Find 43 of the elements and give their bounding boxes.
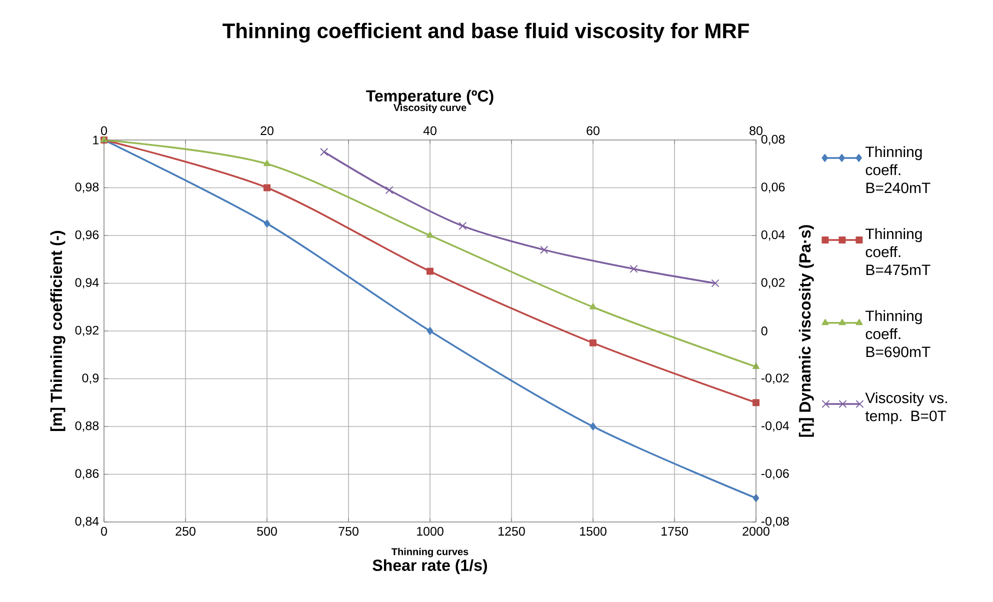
y-tick-label: 0,94: [75, 278, 99, 288]
x2-axis-title: Temperature (ºC): [366, 90, 494, 105]
y-tick-label: 0,98: [75, 182, 99, 193]
x2-tick-label: 80: [750, 126, 762, 136]
x-tick-label: 250: [176, 526, 196, 536]
x2-tick-label: 0: [101, 126, 107, 136]
y-tick-label: 1: [93, 136, 99, 144]
x-tick-label: 2000: [742, 526, 770, 536]
y2-tick-label: 0,08: [761, 134, 785, 146]
y-tick-label: 0,9: [82, 374, 99, 384]
x-tick-label: 0: [101, 526, 107, 536]
x2-tick-label: 20: [260, 126, 274, 136]
x-axis-title: Shear rate (1/s): [372, 559, 487, 574]
x-tick-label: 500: [257, 526, 277, 536]
y2-tick-label: 0,04: [761, 230, 785, 241]
y-axis-title: [m] Thinning coefficient (-): [50, 230, 66, 431]
legend-label: Thinning coeff. B=240mT: [866, 146, 930, 194]
text: Viscosity curve: [393, 104, 466, 114]
text: Thinning curves: [392, 548, 468, 558]
legend-label: Viscosity vs. temp. B=0T: [865, 392, 947, 424]
y-tick-label: 0,84: [75, 516, 99, 528]
x2-tick-label: 60: [586, 126, 600, 136]
y2-axis-title: [η] Dynamic viscosity (Pa·s): [798, 225, 814, 437]
legend-label: Thinning coeff. B=475mT: [866, 228, 930, 276]
y-tick-label: 0,86: [75, 469, 99, 480]
x-tick-label: 1500: [580, 526, 606, 536]
x-tick-label: 1000: [417, 526, 444, 536]
y-tick-label: 0,88: [75, 421, 99, 432]
chart-title: Thinning coefficient and base fluid viscosity for MRF: [222, 22, 749, 43]
x-tick-label: 1250: [498, 526, 525, 536]
y2-tick-label: -0,08: [761, 516, 789, 528]
legend-label: Thinning coeff. B=690mT: [866, 310, 930, 358]
x2-tick-label: 40: [423, 126, 436, 136]
y2-tick-label: -0,02: [761, 374, 789, 384]
x-tick-label: 1750: [662, 526, 688, 536]
y2-tick-label: 0: [761, 326, 768, 336]
y2-tick-label: 0,02: [761, 278, 785, 288]
y-tick-label: 0,96: [75, 230, 99, 241]
y2-tick-label: -0,06: [761, 469, 789, 480]
y2-tick-label: -0,04: [761, 421, 789, 432]
x-tick-label: 750: [338, 526, 358, 536]
y2-tick-label: 0,06: [761, 182, 785, 193]
y-tick-label: 0,92: [75, 326, 99, 336]
